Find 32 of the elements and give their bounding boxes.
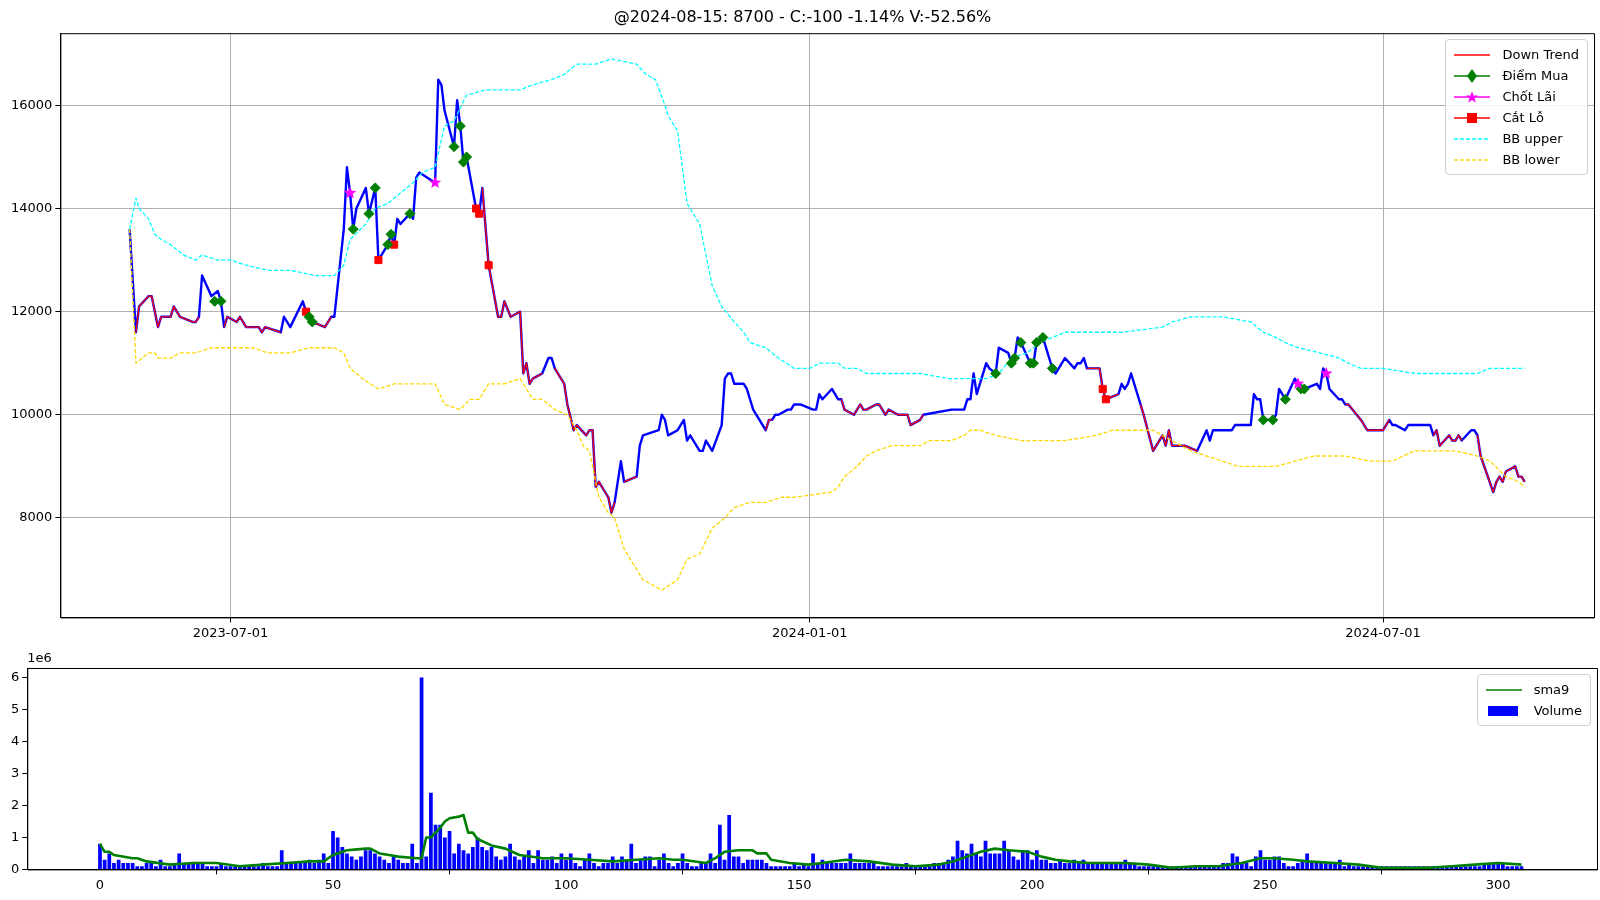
- x-tick-label: 0: [95, 876, 105, 892]
- legend-label: Chốt Lãi: [1502, 89, 1556, 105]
- y-tick-label: 6: [10, 668, 20, 684]
- y-tick-label: 0: [10, 860, 20, 876]
- x-tick-label: 300: [1485, 876, 1511, 892]
- legend-label: Cắt Lỗ: [1502, 110, 1544, 126]
- x-tick-label: 2024-07-01: [1345, 624, 1421, 640]
- y-tick-label: 3: [10, 764, 20, 780]
- x-tick-label: 250: [1252, 876, 1278, 892]
- x-tick-label: 2024-01-01: [772, 624, 848, 640]
- x-tick-label: 200: [1019, 876, 1045, 892]
- chart-title: @2024-08-15: 8700 - C:-100 -1.14% V:-52.56%: [613, 6, 992, 26]
- y-tick-label: 5: [10, 700, 20, 716]
- y-axis-title: 1e6: [27, 649, 52, 665]
- y-tick-label: 14000: [11, 199, 53, 215]
- legend-label: Điểm Mua: [1502, 68, 1569, 84]
- legend-label: Down Trend: [1502, 47, 1579, 63]
- x-tick-label: 100: [553, 876, 579, 892]
- y-tick-label: 1: [10, 828, 20, 844]
- y-tick-label: 16000: [11, 96, 53, 112]
- x-tick-label: 2023-07-01: [192, 624, 269, 640]
- y-tick-label: 10000: [11, 406, 53, 422]
- y-tick-label: 4: [10, 732, 20, 748]
- x-tick-label: 50: [324, 876, 342, 892]
- legend-label: sma9: [1533, 682, 1570, 697]
- y-tick-label: 2: [10, 796, 20, 812]
- y-tick-label: 8000: [19, 509, 53, 525]
- legend-label: BB lower: [1502, 152, 1560, 168]
- legend-label: BB upper: [1502, 131, 1563, 147]
- legend-label: Volume: [1533, 703, 1582, 718]
- y-tick-label: 12000: [11, 303, 53, 319]
- x-tick-label: 150: [786, 876, 812, 892]
